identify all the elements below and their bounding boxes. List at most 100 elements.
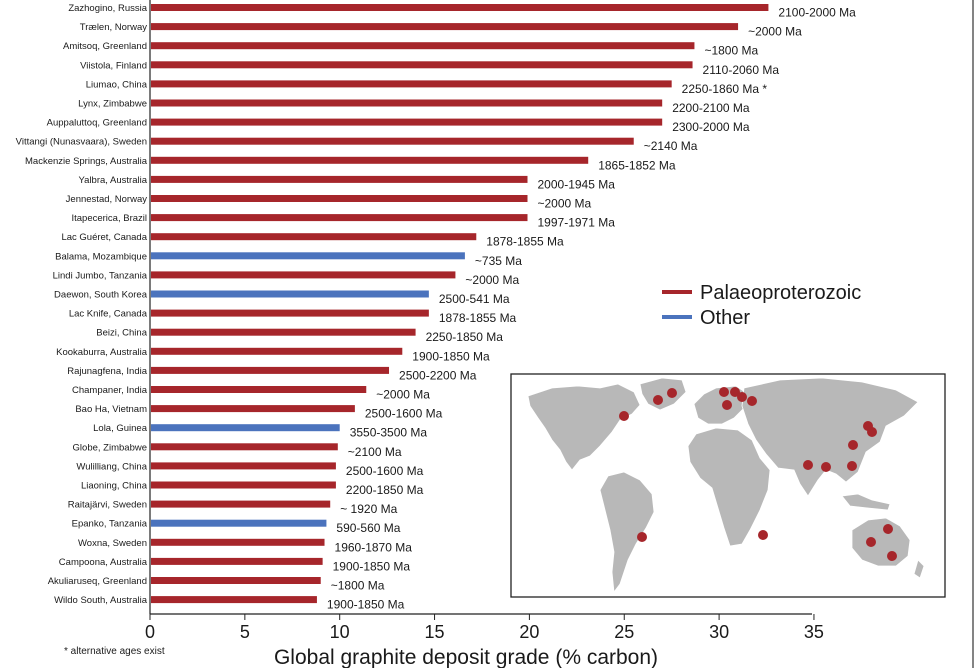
age-label: 1900-1850 Ma (333, 559, 411, 573)
bar (151, 4, 769, 11)
bar (151, 42, 695, 50)
age-label: 590-560 Ma (336, 521, 400, 535)
bar (151, 309, 429, 317)
age-label: ~2140 Ma (644, 139, 698, 153)
map-marker (821, 462, 831, 472)
age-label: 3550-3500 Ma (350, 426, 428, 440)
bar (151, 519, 327, 527)
category-label: Vittangi (Nunasvaara), Sweden (16, 137, 147, 148)
age-label: ~2100 Ma (348, 445, 402, 459)
bar (151, 195, 528, 202)
x-axis-label: Global graphite deposit grade (% carbon) (274, 646, 658, 668)
continents (527, 377, 925, 594)
age-label: 2200-2100 Ma (672, 101, 750, 115)
age-label: ~1800 Ma (704, 44, 758, 58)
age-label: ~735 Ma (475, 254, 522, 268)
x-axis-ticks: 0 5 10 15 20 25 30 35 (145, 614, 824, 642)
legend: Palaeoproterozoic Other (662, 282, 861, 329)
category-label: Raitajärvi, Sweden (68, 500, 147, 511)
bar (151, 347, 403, 355)
map-marker (730, 387, 740, 397)
bar (151, 175, 528, 183)
category-label: Balama, Mozambique (55, 251, 147, 262)
age-label: ~2000 Ma (376, 388, 430, 402)
category-label: Beizi, China (96, 328, 147, 339)
asia-shape (741, 377, 919, 497)
category-label: Akuliaruseq, Greenland (48, 576, 147, 587)
map-marker (867, 427, 877, 437)
category-label: Epanko, Tanzania (72, 519, 148, 530)
age-label: 2500-2200 Ma (399, 368, 477, 382)
age-labels: 2100-2000 Ma ~2000 Ma ~1800 Ma 2110-2060 Ma… (327, 6, 856, 612)
age-label: 2200-1850 Ma (346, 483, 424, 497)
x-tick-label: 20 (519, 622, 539, 642)
bar (151, 252, 465, 260)
legend-label-palaeoproterozoic: Palaeoproterozoic (700, 282, 861, 304)
age-label: 2100-2000 Ma (778, 6, 856, 20)
bar (151, 538, 325, 546)
age-label: ~ 1920 Ma (340, 502, 397, 516)
category-label: Wulilliang, China (76, 461, 147, 472)
bar (151, 328, 416, 336)
map-marker (653, 395, 663, 405)
x-tick-label: 10 (330, 622, 350, 642)
x-tick-label: 35 (804, 622, 824, 642)
x-tick-label: 0 (145, 622, 155, 642)
category-label: Liaoning, China (81, 481, 148, 492)
x-tick-label: 5 (240, 622, 250, 642)
bar (151, 500, 331, 508)
x-tick-label: 30 (709, 622, 729, 642)
age-label: 2500-541 Ma (439, 292, 510, 306)
bar (151, 290, 429, 298)
map-marker (803, 460, 813, 470)
category-label: Liumao, China (86, 79, 148, 90)
x-tick-label: 25 (614, 622, 634, 642)
category-label: Champaner, India (72, 385, 148, 396)
bar (151, 443, 338, 451)
map-marker (883, 524, 893, 534)
age-label: ~2000 Ma (748, 25, 802, 39)
bar (151, 61, 693, 69)
map-marker (722, 400, 732, 410)
bar (151, 462, 336, 470)
map-marker (637, 532, 647, 542)
category-label: Mackenzie Springs, Australia (25, 156, 148, 167)
category-label: Bao Ha, Vietnam (75, 404, 147, 415)
bar (151, 99, 663, 107)
bar (151, 596, 317, 604)
deposit-markers (619, 387, 897, 561)
age-label: 2300-2000 Ma (672, 120, 750, 134)
bar (151, 481, 336, 489)
bar (151, 233, 477, 241)
bar (151, 405, 355, 413)
category-label: Kookaburra, Australia (56, 347, 148, 358)
age-label: ~2000 Ma (465, 273, 519, 287)
bar (151, 23, 739, 31)
category-label: Amitsoq, Greenland (63, 41, 147, 52)
category-label: Jennestad, Norway (66, 194, 148, 205)
map-marker (847, 461, 857, 471)
map-marker (667, 388, 677, 398)
map-marker (848, 440, 858, 450)
bar (151, 137, 634, 145)
africa-shape (687, 427, 771, 547)
category-label: Viistola, Finland (80, 60, 147, 71)
category-label: Lac Guéret, Canada (61, 232, 147, 243)
age-label: ~2000 Ma (538, 197, 592, 211)
category-label: Auppaluttoq, Greenland (47, 118, 147, 129)
age-label: 2250-1860 Ma * (682, 82, 768, 96)
age-label: 1997-1971 Ma (538, 216, 616, 230)
age-label: 1900-1850 Ma (327, 598, 405, 612)
map-marker (619, 411, 629, 421)
x-tick-label: 15 (425, 622, 445, 642)
bar (151, 80, 672, 88)
age-label: 1865-1852 Ma (598, 158, 676, 172)
category-label: Campoona, Australia (59, 557, 148, 568)
age-label: 1878-1855 Ma (439, 311, 517, 325)
legend-label-other: Other (700, 307, 750, 329)
bar (151, 577, 321, 584)
age-label: 2250-1850 Ma (426, 330, 504, 344)
map-marker (758, 530, 768, 540)
footnote: * alternative ages exist (64, 646, 165, 657)
indonesia-shape (841, 493, 891, 511)
